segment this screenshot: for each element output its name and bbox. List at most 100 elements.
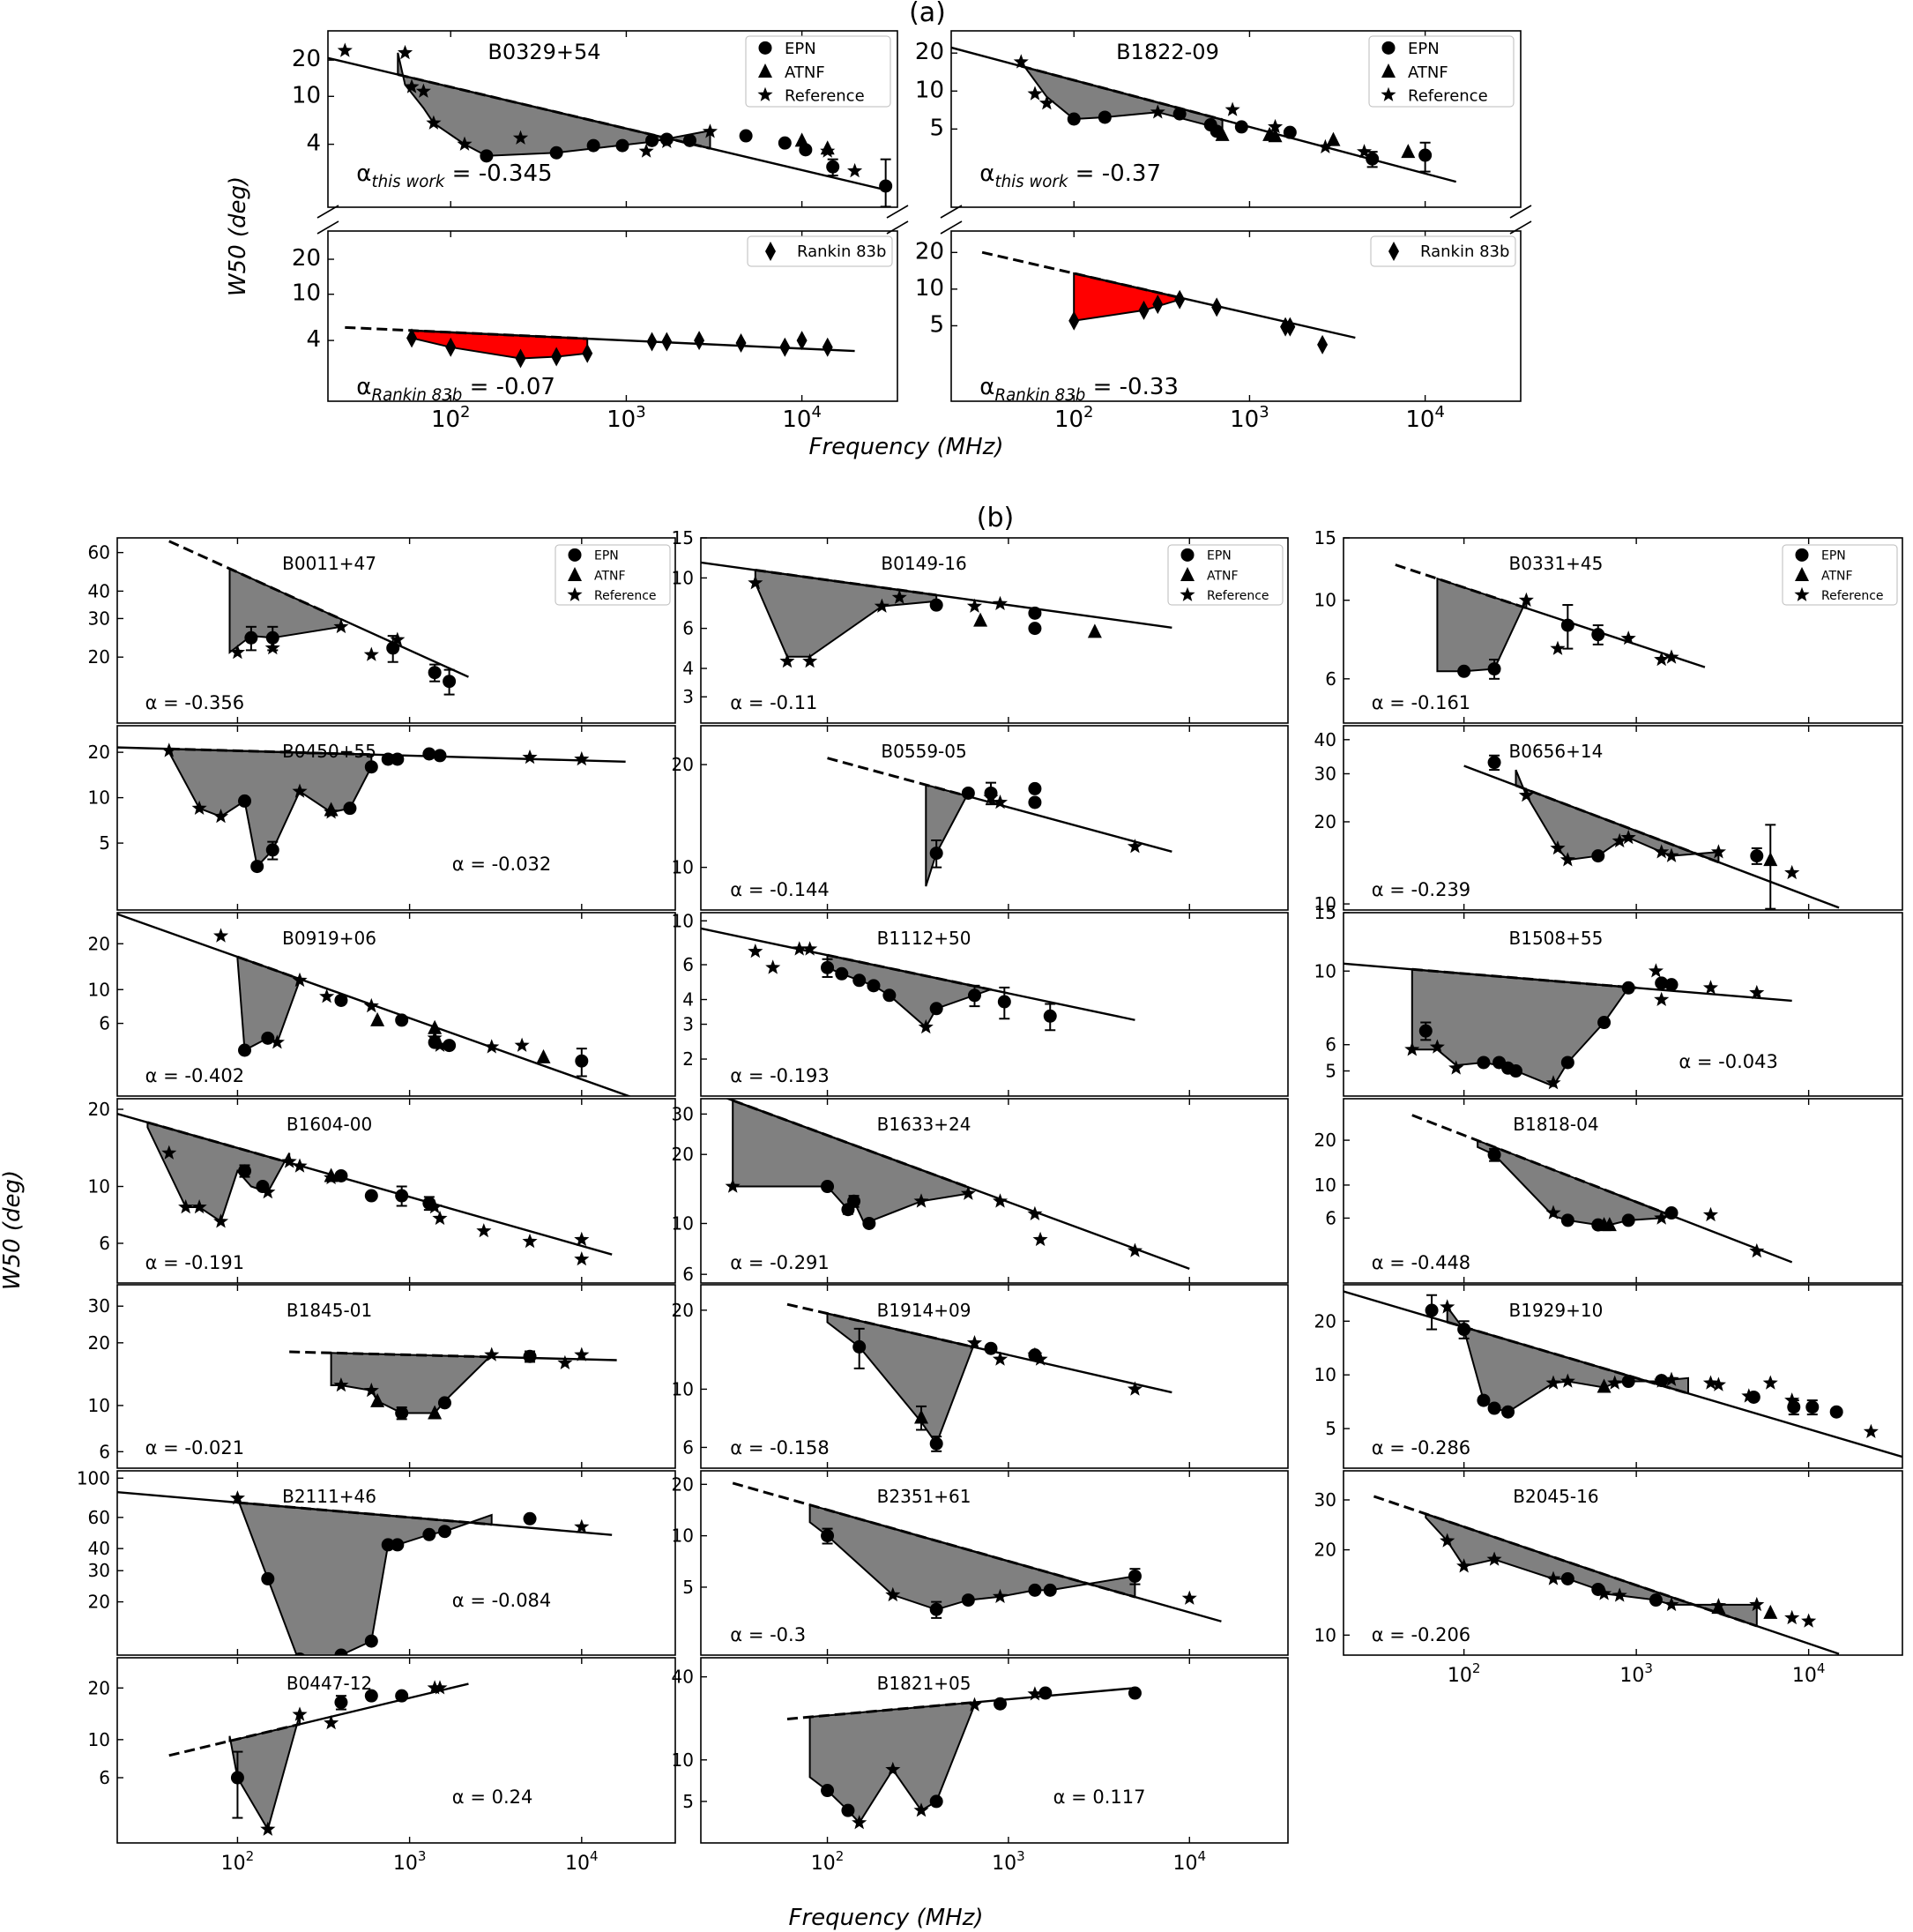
marker-star — [292, 783, 308, 798]
marker-diamond — [1317, 334, 1329, 354]
marker-circle — [443, 675, 457, 689]
marker-diamond — [822, 337, 833, 357]
marker-circle — [1750, 849, 1764, 863]
dashed-fit — [168, 747, 372, 757]
ylabel-a: W50 (deg) — [225, 176, 251, 296]
marker-star — [891, 589, 907, 604]
marker-star — [992, 1588, 1009, 1603]
marker-star — [1027, 86, 1043, 101]
subplot-B0011+47: 20 30 40 60 B0011+47 α = -0.356 EPN ATNF Referen… — [88, 537, 676, 724]
marker-circle — [381, 1538, 395, 1552]
marker-diamond — [796, 331, 808, 351]
marker-circle — [1028, 1583, 1042, 1597]
marker-circle — [261, 1031, 275, 1045]
alpha-label: α = -0.021 — [145, 1437, 245, 1458]
marker-circle — [1028, 622, 1042, 636]
subplot-B1633+24: 6 10 20 30 B1633+24 α = -0.291 — [672, 1098, 1289, 1285]
marker-star — [992, 595, 1009, 610]
break-slash — [940, 205, 963, 219]
x-tick-label: 104 — [782, 403, 822, 433]
marker-diamond — [406, 328, 418, 348]
marker-circle — [1795, 548, 1809, 562]
marker-star — [1013, 54, 1029, 69]
y-tick-label: 6 — [1325, 668, 1336, 690]
subplot-B0149-16: 3 4 6 10 15 B0149-16 α = -0.11 EPN ATNF Reference — [672, 527, 1289, 724]
marker-circle — [575, 1054, 589, 1068]
marker-circle — [1560, 1571, 1574, 1585]
y-tick-label: 4 — [306, 326, 321, 353]
y-tick-label: 20 — [672, 754, 694, 775]
legend: EPN ATNF Reference — [1167, 544, 1284, 606]
marker-star — [1440, 1533, 1455, 1548]
marker-circle — [1128, 1569, 1142, 1583]
alpha-label: α = -0.448 — [1372, 1252, 1471, 1273]
marker-star — [1545, 1570, 1561, 1585]
marker-triangle — [794, 132, 809, 147]
marker-triangle — [973, 612, 988, 627]
marker-star — [512, 130, 529, 145]
plot-content — [732, 1481, 1222, 1622]
marker-star — [992, 1351, 1009, 1366]
y-tick-label: 40 — [88, 1538, 110, 1559]
y-tick-label: 20 — [1314, 1130, 1336, 1151]
subplot-title: B2045-16 — [1513, 1486, 1598, 1507]
marker-circle — [395, 1013, 409, 1027]
y-tick-label: 20 — [672, 1473, 694, 1495]
marker-circle — [1028, 781, 1042, 795]
marker-circle — [1787, 1400, 1801, 1414]
marker-circle — [778, 136, 792, 150]
subplot-title: B1508+55 — [1509, 928, 1604, 949]
marker-star — [229, 644, 245, 660]
marker-triangle — [1763, 852, 1778, 867]
marker-star — [1027, 1205, 1043, 1220]
marker-circle — [1487, 756, 1501, 770]
axes-frame — [116, 1657, 676, 1844]
y-tick-label: 20 — [1314, 1310, 1336, 1332]
fit-line — [491, 1355, 617, 1361]
marker-star — [292, 1706, 308, 1721]
marker-circle — [480, 149, 494, 163]
y-tick-label: 10 — [672, 567, 694, 588]
subplot-B1821+05: 5 10 40 B1821+05 α = 0.117 102 103 104 — [672, 1657, 1289, 1875]
subplot-title: B1929+10 — [1509, 1300, 1604, 1321]
marker-diamond — [445, 337, 457, 357]
marker-star — [1027, 1686, 1043, 1701]
marker-circle — [244, 630, 258, 645]
marker-star — [337, 42, 353, 57]
shaded-region — [808, 1503, 1136, 1611]
marker-triangle — [536, 1048, 551, 1063]
marker-triangle — [1268, 128, 1283, 143]
marker-star — [574, 1251, 590, 1266]
marker-circle — [1172, 107, 1187, 121]
marker-star — [191, 800, 207, 815]
axes-frame — [1343, 1098, 1903, 1284]
y-tick-label: 4 — [306, 131, 321, 157]
legend-label: Reference — [1821, 589, 1884, 603]
marker-circle — [1477, 1056, 1491, 1070]
marker-circle — [852, 973, 867, 988]
marker-diamond — [1284, 317, 1296, 337]
subplot-title: B1845-01 — [287, 1300, 372, 1321]
fit-line — [701, 927, 1135, 1021]
subplot-B0559-05: 10 20 B0559-05 α = -0.144 — [672, 725, 1289, 911]
dashed-fit — [1395, 563, 1527, 610]
x-tick-label: 102 — [221, 1848, 255, 1875]
alpha-label: αthis work = -0.37 — [979, 160, 1161, 191]
marker-star — [885, 1586, 901, 1602]
plot-content — [1463, 754, 1840, 910]
marker-star — [1710, 1376, 1726, 1391]
y-tick-label: 40 — [672, 1667, 694, 1688]
marker-star — [390, 631, 406, 646]
marker-star — [1317, 138, 1333, 153]
marker-star — [1381, 86, 1396, 101]
marker-triangle — [1215, 126, 1230, 141]
x-tick-label: 104 — [565, 1848, 599, 1875]
marker-circle — [334, 1168, 348, 1182]
marker-circle — [1649, 1593, 1663, 1608]
y-tick-label: 20 — [915, 39, 944, 65]
marker-circle — [1664, 1206, 1679, 1220]
break-slash — [940, 220, 963, 235]
y-tick-label: 3 — [682, 1014, 694, 1035]
marker-star — [966, 1697, 982, 1712]
